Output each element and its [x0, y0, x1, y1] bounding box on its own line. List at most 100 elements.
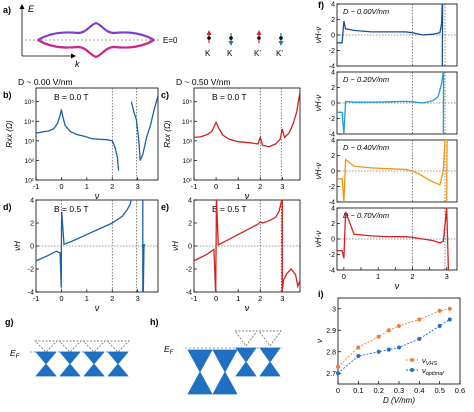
y-axis-label: νH-ν [314, 163, 323, 179]
x-tick-label: 0 [59, 294, 63, 303]
chart-title: D ~ 0.00V/nm [343, 7, 389, 16]
empty-upper-cone [258, 330, 282, 347]
data-point [437, 323, 442, 328]
y-tick-label: -4 [186, 290, 192, 297]
series-line [337, 319, 451, 374]
x-tick-label: 0 [214, 294, 218, 303]
plot-frame [193, 87, 301, 181]
x-tick-label: 0.6 [455, 386, 465, 395]
y-tick-label: -2 [329, 48, 335, 55]
series-line [36, 109, 120, 171]
y-tick-label: 0 [331, 101, 335, 108]
y-tick-label: -4 [329, 64, 335, 71]
x-tick-label: 0.1 [353, 386, 363, 395]
y-tick-label: 4 [331, 206, 335, 213]
data-point [417, 336, 422, 341]
cone-array-g [34, 340, 130, 377]
y-axis-label: νH [171, 241, 180, 251]
panel-g-schematic: EF [10, 340, 130, 377]
chart-title: B = 0.5 T [54, 204, 89, 214]
y-tick-label: 10⁴ [24, 119, 34, 126]
valley-label: K [227, 49, 233, 58]
y-tick-label: -2 [186, 267, 192, 274]
x-tick-label: -1 [33, 182, 40, 191]
lower-cone [212, 371, 238, 395]
series-line [337, 140, 447, 202]
panel-label-a: a) [3, 5, 11, 15]
lower-cone [83, 363, 105, 377]
lower-cone [59, 363, 81, 377]
x-tick-label: 2 [110, 294, 114, 303]
empty-upper-cone [234, 330, 258, 347]
series-line [281, 200, 300, 292]
valley-spin-legend: K K K' K' [205, 30, 284, 58]
y-tick-label: 4 [30, 198, 34, 205]
filled-upper-cone [107, 351, 129, 365]
x-tick-label: 0.4 [414, 386, 424, 395]
data-point [336, 371, 340, 376]
y-tick-label: 10² [25, 158, 35, 165]
y-tick-label: 4 [331, 70, 335, 77]
lower-cone [107, 363, 129, 377]
data-point [376, 334, 381, 339]
filled-upper-cone [35, 351, 57, 365]
data-point [356, 354, 361, 359]
x-axis-label: D (V/nm) [383, 396, 415, 405]
series-line [130, 95, 158, 161]
series-line [142, 200, 146, 292]
series-line [194, 92, 300, 148]
chart-b: -1 0 1 2 3 10¹ 10² 10³ 10⁴ 10⁵ B = 0.0 T ν Rxx (Ω) [5, 87, 159, 201]
filled-upper-cone [187, 349, 213, 373]
data-point [376, 349, 381, 354]
chart-title: D ~ 0.70V/nm [343, 211, 389, 220]
energy-label: E [28, 4, 35, 14]
valley-k-up: K [205, 30, 212, 58]
x-tick-label: 1 [376, 272, 380, 281]
valley-label: K' [276, 49, 283, 58]
panel-label-e: e) [161, 202, 169, 212]
x-axis-label: ν [395, 281, 400, 291]
x-tick-label: -1 [33, 294, 40, 303]
x-tick-label: 0 [336, 386, 340, 395]
data-point [386, 347, 391, 352]
x-axis-label: ν [245, 191, 250, 201]
upper-band-curve [37, 21, 155, 41]
x-tick-label: 2 [258, 294, 262, 303]
chart-c: -1 0 1 2 3 10¹ 10² 10³ 10⁴ 10⁵ B = 0.0 T ν Rxx (Ω) [163, 87, 301, 201]
series-line [194, 200, 283, 292]
data-point [437, 308, 442, 313]
series-line [337, 308, 450, 368]
spin-down-arrow-icon [228, 41, 234, 46]
k-label: k [75, 59, 80, 69]
x-tick-label: 3 [136, 294, 140, 303]
y-axis-label: νH [13, 241, 22, 251]
valley-kprime-up: K' [254, 30, 262, 58]
y-tick-label: -2 [329, 184, 335, 191]
panel-label-c: c) [161, 90, 169, 100]
energy-axis-arrow-icon [19, 4, 25, 9]
spin-up-arrow-icon [256, 30, 262, 35]
x-tick-label: 1 [236, 294, 240, 303]
y-axis-label: νH-ν [314, 95, 323, 111]
chart-f2: -4 -2 0 2 4 D ~ 0.20V/nm νH-ν [314, 70, 458, 139]
x-tick-label: 3 [445, 272, 449, 281]
empty-upper-cone [58, 340, 82, 353]
y-tick-label: 10¹ [25, 178, 35, 185]
spin-up-arrow-icon [206, 30, 212, 35]
y-tick-label: -2 [329, 252, 335, 259]
plot-frame [35, 87, 159, 181]
empty-upper-cone [34, 340, 58, 353]
chart-title: B = 0.0 T [212, 92, 247, 102]
x-axis-label: ν [95, 191, 100, 201]
lower-cone [235, 361, 257, 377]
valley-label: K [205, 49, 211, 58]
chart-d: -1 0 1 2 3 -4 -2 0 2 4 B = 0.5 T ν νH [13, 198, 159, 313]
data-point [397, 323, 401, 328]
x-tick-label: 0 [214, 182, 218, 191]
chart-i: 0 0.1 0.2 0.3 0.4 0.5 0.6 2.7 2.8 2.9 3 D (V/nm) ν νV… [315, 297, 465, 405]
chart-title: B = 0.5 T [212, 204, 247, 214]
filled-upper-cone [83, 351, 105, 365]
y-tick-label: 10³ [25, 138, 35, 145]
data-point [397, 345, 401, 350]
